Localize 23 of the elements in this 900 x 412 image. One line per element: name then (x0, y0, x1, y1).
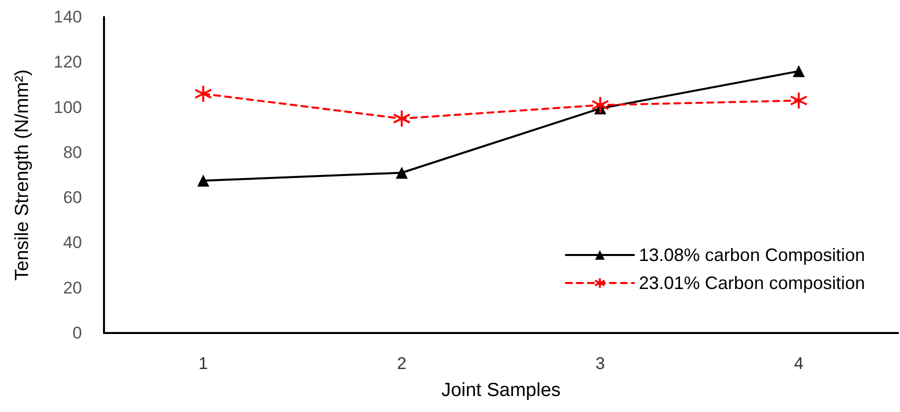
point (392, 110, 411, 128)
x-tick-label: 2 (397, 354, 406, 373)
x-axis-title: Joint Samples (441, 380, 561, 401)
point (194, 84, 212, 103)
y-tick-label: 0 (72, 324, 82, 342)
y-tick-label: 80 (63, 142, 82, 162)
y-tick-label: 60 (63, 188, 82, 208)
y-tick-label: 100 (54, 98, 82, 117)
point (792, 65, 805, 78)
point (396, 166, 408, 179)
x-tick-label: 4 (794, 354, 804, 373)
legend-label: 13.08% carbon Composition (638, 245, 866, 265)
y-tick-label: 20 (63, 278, 82, 298)
point (197, 174, 210, 187)
y-tick-label: 40 (63, 233, 82, 252)
x-tick-label: 1 (198, 354, 208, 373)
point (790, 92, 808, 110)
legend-label: 23.01% Carbon composition (638, 273, 866, 293)
y-tick-label: 140 (54, 8, 82, 26)
point (591, 96, 610, 114)
y-axis-title: Tensile Strength (N/mm²) (12, 69, 33, 281)
x-tick-label: 3 (596, 354, 605, 373)
y-tick-label: 120 (54, 52, 82, 72)
